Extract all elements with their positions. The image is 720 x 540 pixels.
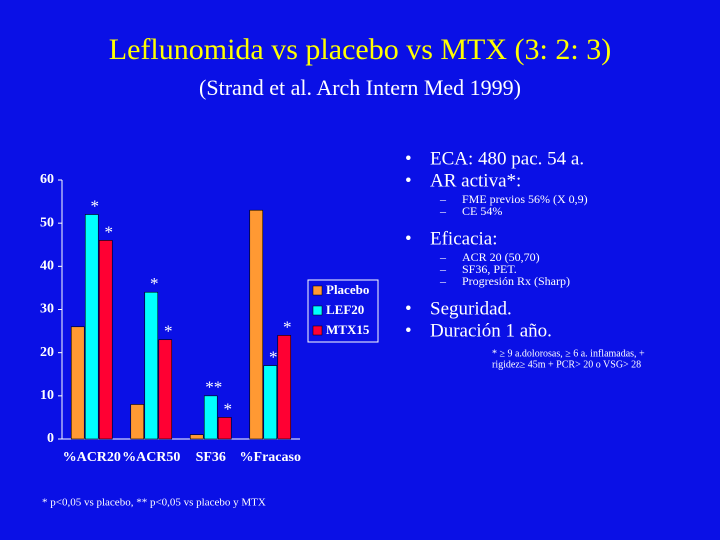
significance-mark: *	[283, 317, 292, 336]
slide-subtitle: (Strand et al. Arch Intern Med 1999)	[199, 75, 521, 100]
sub-bullet: SF36, PET.	[462, 262, 517, 276]
legend-swatch	[312, 325, 323, 336]
sub-dash: –	[439, 204, 447, 218]
significance-mark: *	[224, 399, 233, 418]
y-tick-label: 20	[40, 345, 54, 360]
significance-mark: *	[105, 222, 114, 241]
bullet: AR activa*:	[430, 170, 521, 191]
legend-swatch	[312, 305, 323, 316]
bullet: Seguridad.	[430, 298, 512, 319]
significance-mark: **	[205, 378, 222, 397]
bullet-mark: •	[405, 320, 412, 341]
y-tick-label: 60	[40, 172, 54, 187]
legend-label: MTX15	[326, 322, 370, 337]
sub-bullet: CE 54%	[462, 204, 502, 218]
sub-bullet: Progresión Rx (Sharp)	[462, 274, 570, 288]
bar	[217, 417, 232, 440]
bar	[98, 240, 113, 440]
sub-bullet: ACR 20 (50,70)	[462, 250, 540, 264]
bar	[189, 434, 204, 440]
legend-swatch	[312, 285, 323, 296]
sub-dash: –	[439, 192, 447, 206]
sub-bullet: FME previos 56% (X 0,9)	[462, 192, 588, 206]
sub-dash: –	[439, 274, 447, 288]
y-tick-label: 0	[47, 431, 54, 446]
significance-mark: *	[150, 274, 159, 293]
bar	[84, 214, 99, 440]
x-tick-label: SF36	[196, 450, 226, 465]
legend-box	[307, 279, 379, 343]
bar	[130, 404, 145, 440]
bar	[144, 291, 159, 440]
y-tick-label: 40	[40, 259, 54, 274]
note: rigidez≥ 45m + PCR> 20 o VSG> 28	[492, 359, 641, 370]
sub-dash: –	[439, 262, 447, 276]
x-tick-label: %Fracaso	[240, 450, 301, 465]
note: * ≥ 9 a.dolorosas, ≥ 6 a. inflamadas, +	[492, 348, 645, 359]
x-tick-label: %ACR50	[122, 450, 180, 465]
bullet: Eficacia:	[430, 228, 498, 249]
bullet-mark: •	[405, 228, 412, 249]
y-tick-label: 10	[40, 388, 54, 403]
bullet-mark: •	[405, 148, 412, 169]
legend-label: Placebo	[326, 282, 369, 297]
bullet: ECA: 480 pac. 54 a.	[430, 148, 584, 169]
sub-dash: –	[439, 250, 447, 264]
bar	[158, 339, 173, 440]
bar	[263, 365, 278, 440]
bullet-mark: •	[405, 298, 412, 319]
bar	[203, 395, 218, 440]
y-tick-label: 50	[40, 215, 54, 230]
footnote: * p<0,05 vs placebo, ** p<0,05 vs placeb…	[42, 497, 266, 509]
bar	[249, 209, 264, 440]
legend-label: LEF20	[326, 302, 364, 317]
significance-mark: *	[164, 322, 173, 341]
bar	[70, 326, 85, 440]
significance-mark: *	[91, 196, 100, 215]
y-tick-label: 30	[40, 302, 54, 317]
bullet-mark: •	[405, 170, 412, 191]
slide-title: Leflunomida vs placebo vs MTX (3: 2: 3)	[109, 33, 611, 66]
bullet: Duración 1 año.	[430, 320, 552, 341]
x-tick-label: %ACR20	[63, 450, 121, 465]
bar	[277, 335, 292, 440]
significance-mark: *	[269, 348, 278, 367]
